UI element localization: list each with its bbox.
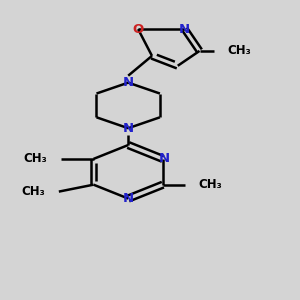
- Text: N: N: [179, 22, 190, 36]
- Text: CH₃: CH₃: [21, 185, 45, 198]
- Text: N: N: [158, 152, 169, 165]
- Text: O: O: [133, 22, 144, 36]
- Text: CH₃: CH₃: [23, 152, 47, 165]
- Text: CH₃: CH₃: [199, 178, 222, 191]
- Text: N: N: [123, 76, 134, 89]
- Text: N: N: [123, 122, 134, 135]
- Text: N: N: [123, 192, 134, 205]
- Text: CH₃: CH₃: [227, 44, 251, 57]
